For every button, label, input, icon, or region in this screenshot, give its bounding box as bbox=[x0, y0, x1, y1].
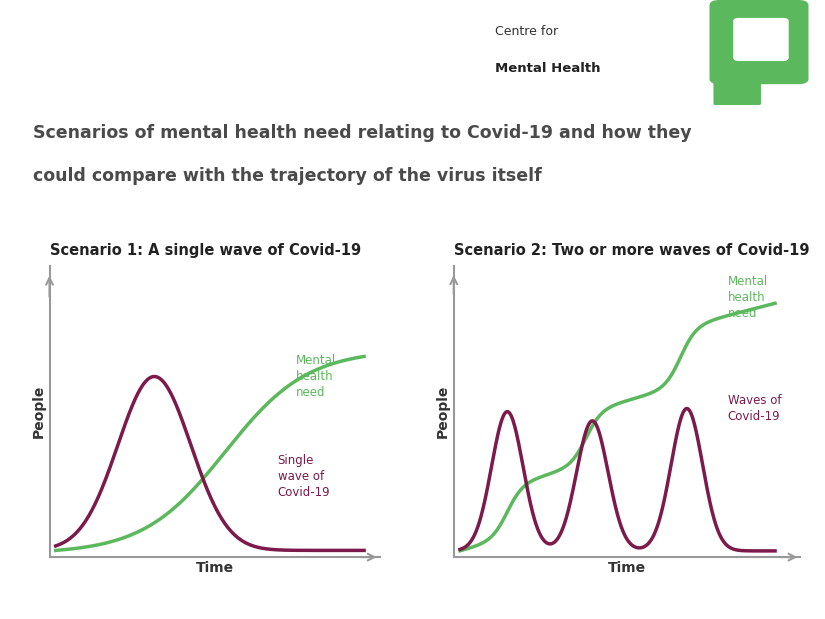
Text: Scenario 2: Two or more waves of Covid-19: Scenario 2: Two or more waves of Covid-1… bbox=[454, 243, 809, 258]
X-axis label: Time: Time bbox=[196, 561, 233, 575]
Text: could compare with the trajectory of the virus itself: could compare with the trajectory of the… bbox=[33, 167, 542, 185]
Text: Single
wave of
Covid-19: Single wave of Covid-19 bbox=[278, 454, 330, 500]
Text: Mental Health: Mental Health bbox=[495, 62, 601, 75]
Text: Mental
health
need: Mental health need bbox=[296, 354, 337, 399]
Text: Waves of
Covid-19: Waves of Covid-19 bbox=[728, 394, 781, 423]
Text: Mental
health
need: Mental health need bbox=[728, 275, 768, 319]
FancyBboxPatch shape bbox=[733, 18, 789, 61]
Y-axis label: People: People bbox=[31, 385, 45, 438]
FancyBboxPatch shape bbox=[710, 0, 808, 84]
FancyBboxPatch shape bbox=[714, 77, 761, 106]
X-axis label: Time: Time bbox=[608, 561, 646, 575]
Text: Centre for: Centre for bbox=[495, 25, 559, 38]
Text: Scenarios of mental health need relating to Covid-19 and how they: Scenarios of mental health need relating… bbox=[33, 124, 691, 142]
Text: Scenario 1: A single wave of Covid-19: Scenario 1: A single wave of Covid-19 bbox=[50, 243, 361, 258]
Y-axis label: People: People bbox=[436, 385, 450, 438]
Text: © Centre for Mental Health 2020: © Centre for Mental Health 2020 bbox=[597, 592, 804, 605]
